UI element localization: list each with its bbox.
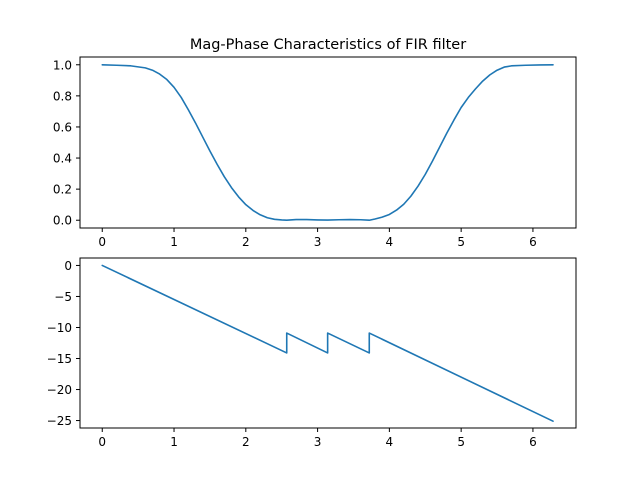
phase-y-tick-label: −25 [47, 414, 72, 428]
magnitude-y-tick-label: 0.6 [53, 120, 72, 134]
magnitude-y-tick-label: 1.0 [53, 58, 72, 72]
magnitude-x-tick-label: 1 [170, 235, 178, 249]
magnitude-plot: 0 1 2 3 4 5 6 0.0 0.2 0.4 0.6 0.8 1.0 [53, 56, 577, 249]
phase-x-tick-label: 3 [314, 435, 322, 449]
phase-y-tick-label: −20 [47, 383, 72, 397]
phase-x-tick-label: 0 [98, 435, 106, 449]
phase-series-line-0 [101, 264, 554, 422]
phase-x-tick-label: 4 [386, 435, 394, 449]
phase-y-tick-label: −15 [47, 352, 72, 366]
phase-axes-frame [79, 257, 577, 429]
magnitude-y-tick-label: 0.2 [53, 183, 72, 197]
phase-x-tick-label: 6 [529, 435, 537, 449]
magnitude-x-tick-label: 5 [457, 235, 465, 249]
phase-plot: 0 1 2 3 4 5 6 0 −5 −10 −15 −20 −25 [47, 257, 577, 449]
magnitude-y-tick-label: 0.0 [53, 214, 72, 228]
magnitude-series-line-0 [101, 63, 554, 222]
magnitude-y-tick-label: 0.8 [53, 89, 72, 103]
magnitude-x-tick-label: 0 [98, 235, 106, 249]
magnitude-x-tick-label: 2 [242, 235, 250, 249]
magnitude-x-tick-label: 4 [386, 235, 394, 249]
phase-y-tick-label: 0 [64, 259, 72, 273]
phase-x-tick-label: 1 [170, 435, 178, 449]
magnitude-x-tick-label: 6 [529, 235, 537, 249]
phase-y-tick-label: −10 [47, 321, 72, 335]
chart-title: Mag-Phase Characteristics of FIR filter [190, 37, 466, 53]
magnitude-axes-frame [79, 56, 577, 229]
magnitude-x-tick-label: 3 [314, 235, 322, 249]
phase-y-tick-label: −5 [54, 290, 72, 304]
magnitude-y-tick-label: 0.4 [53, 152, 72, 166]
phase-x-tick-label: 2 [242, 435, 250, 449]
phase-x-tick-label: 5 [457, 435, 465, 449]
